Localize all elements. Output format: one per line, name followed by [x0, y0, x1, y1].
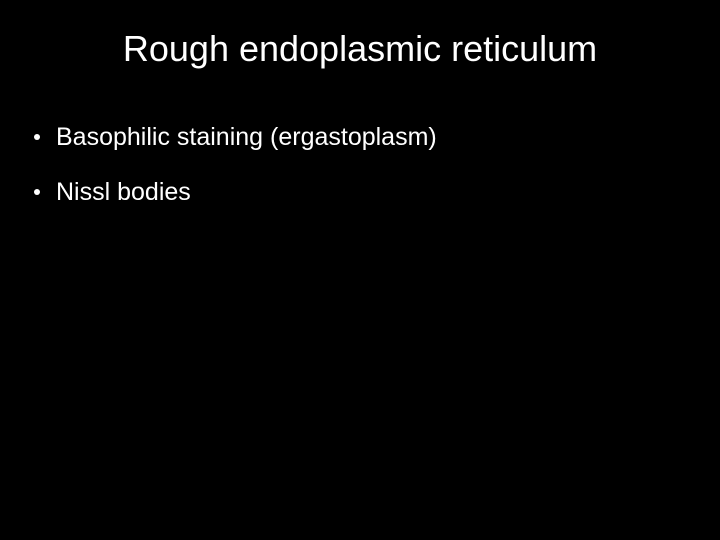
list-item: Basophilic staining (ergastoplasm) [34, 122, 686, 153]
bullet-text: Basophilic staining (ergastoplasm) [56, 122, 686, 153]
bullet-dot-icon [34, 134, 40, 140]
slide: Rough endoplasmic reticulum Basophilic s… [0, 0, 720, 540]
bullet-list: Basophilic staining (ergastoplasm) Nissl… [34, 122, 686, 233]
slide-title: Rough endoplasmic reticulum [0, 28, 720, 70]
bullet-dot-icon [34, 189, 40, 195]
bullet-text: Nissl bodies [56, 177, 686, 208]
list-item: Nissl bodies [34, 177, 686, 208]
